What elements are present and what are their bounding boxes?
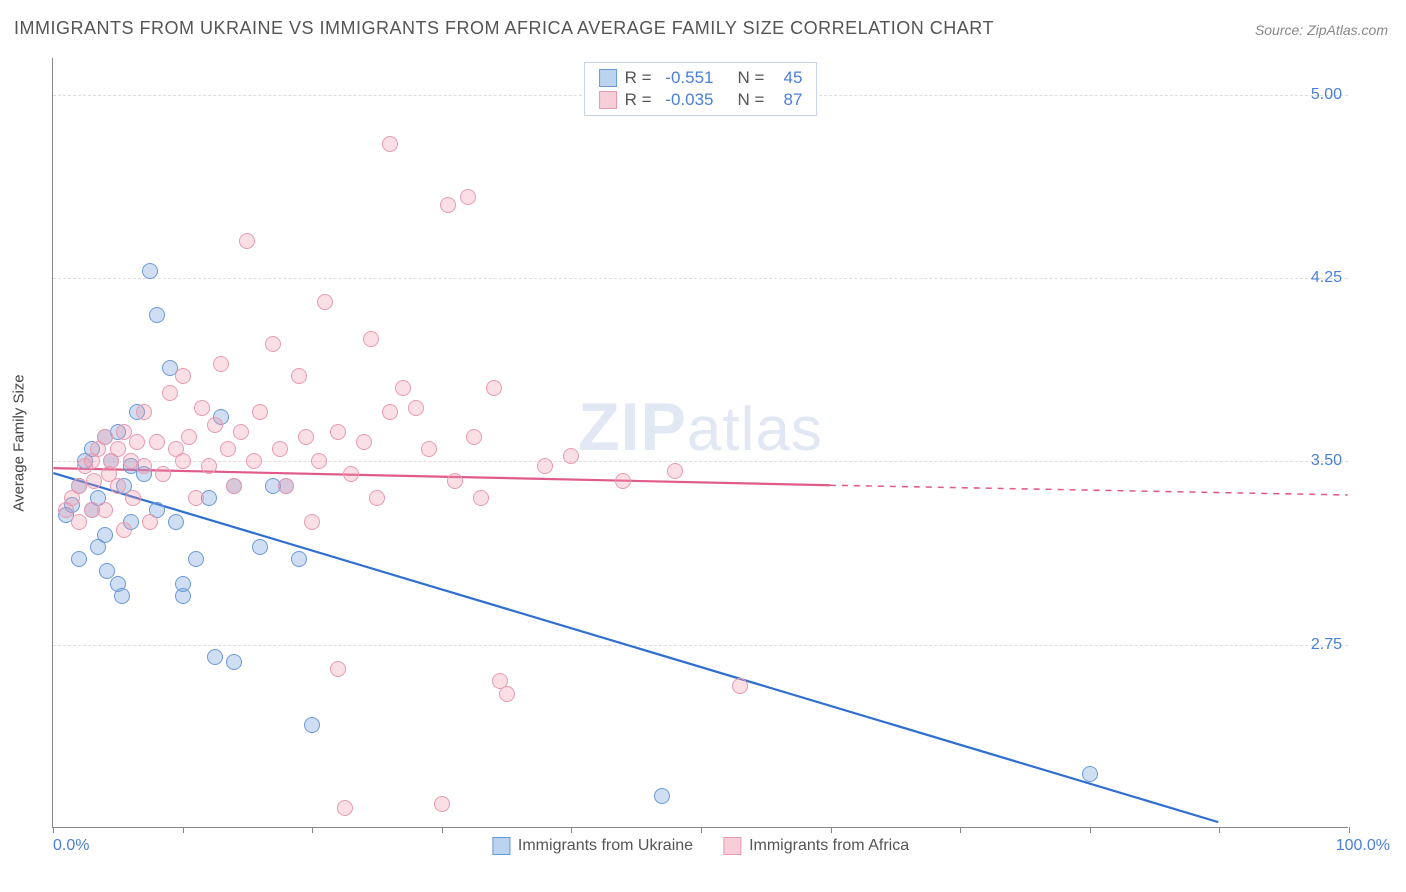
- legend-item-0: Immigrants from Ukraine: [492, 837, 693, 855]
- stats-N-label: N =: [738, 90, 765, 110]
- legend-label-0: Immigrants from Ukraine: [518, 837, 693, 855]
- chart-title: IMMIGRANTS FROM UKRAINE VS IMMIGRANTS FR…: [14, 18, 994, 39]
- legend-swatch-1: [723, 837, 741, 855]
- stats-N-label: N =: [738, 68, 765, 88]
- swatch-series-0: [599, 69, 617, 87]
- legend-swatch-0: [492, 837, 510, 855]
- stats-row-series-0: R = -0.551 N = 45: [599, 67, 803, 89]
- watermark-bold: ZIP: [578, 389, 687, 465]
- stats-R-label: R =: [625, 68, 652, 88]
- watermark-light: atlas: [687, 395, 823, 464]
- stats-legend-box: R = -0.551 N = 45 R = -0.035 N = 87: [584, 62, 818, 116]
- stats-N-value-1: 87: [772, 90, 802, 110]
- stats-N-value-0: 45: [772, 68, 802, 88]
- y-axis-title: Average Family Size: [11, 374, 28, 511]
- legend-item-1: Immigrants from Africa: [723, 837, 909, 855]
- watermark: ZIPatlas: [578, 388, 823, 466]
- bottom-legend: Immigrants from Ukraine Immigrants from …: [492, 837, 909, 855]
- stats-R-value-1: -0.035: [660, 90, 714, 110]
- legend-label-1: Immigrants from Africa: [749, 837, 909, 855]
- source-credit: Source: ZipAtlas.com: [1255, 22, 1388, 38]
- stats-R-label: R =: [625, 90, 652, 110]
- plot-area: Average Family Size ZIPatlas 2.753.504.2…: [52, 58, 1348, 828]
- stats-row-series-1: R = -0.035 N = 87: [599, 89, 803, 111]
- x-axis-min-label: 0.0%: [53, 837, 89, 855]
- swatch-series-1: [599, 91, 617, 109]
- trend-lines: [53, 58, 1348, 827]
- x-axis-max-label: 100.0%: [1336, 837, 1390, 855]
- stats-R-value-0: -0.551: [660, 68, 714, 88]
